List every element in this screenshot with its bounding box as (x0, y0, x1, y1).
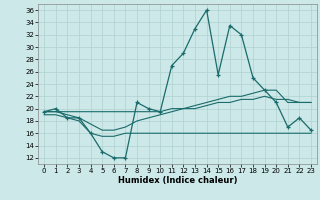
X-axis label: Humidex (Indice chaleur): Humidex (Indice chaleur) (118, 176, 237, 185)
